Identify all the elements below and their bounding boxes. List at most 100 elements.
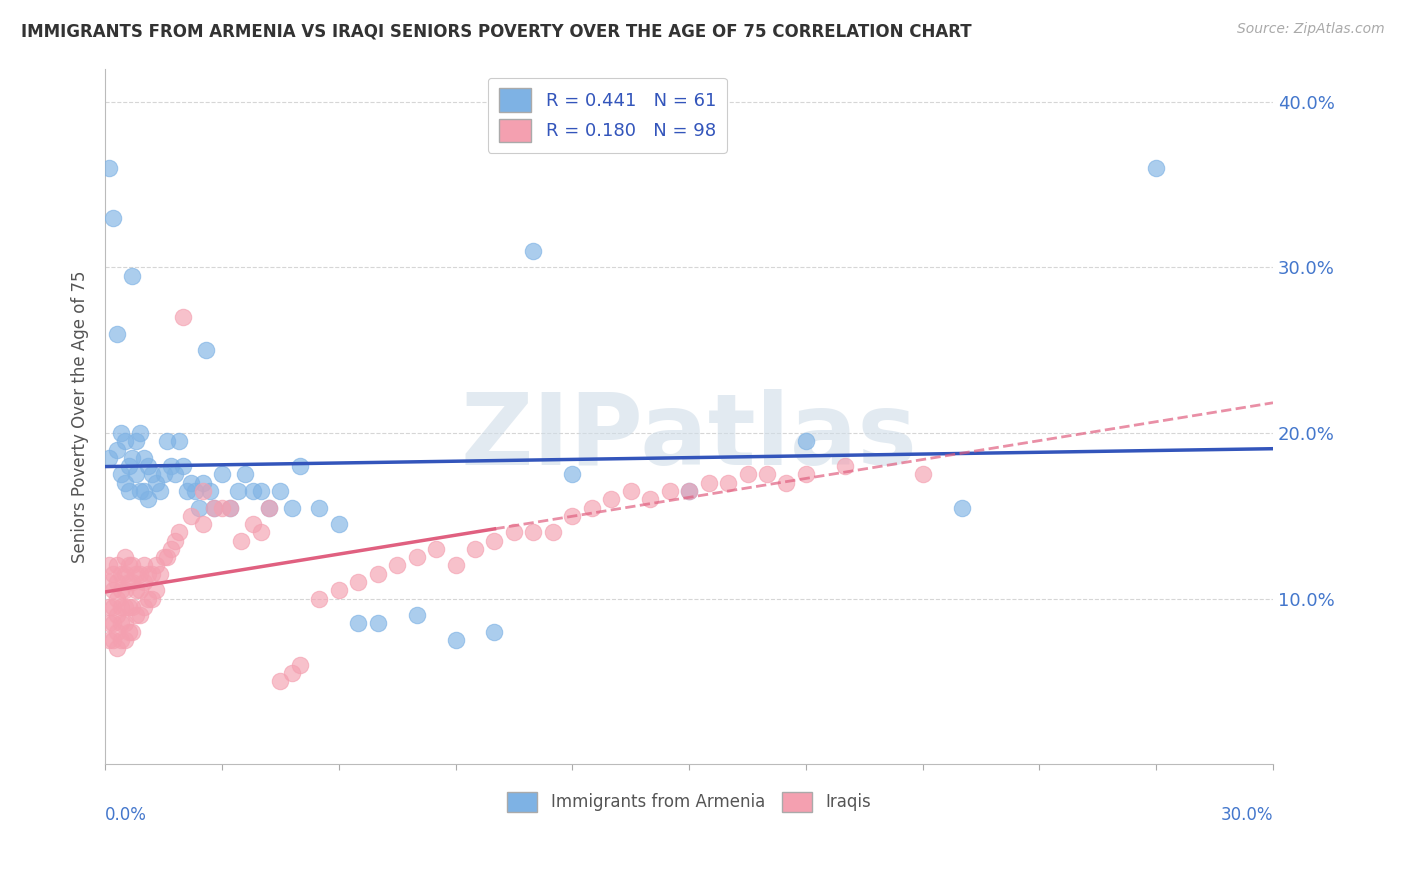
Point xyxy=(121,450,143,465)
Point xyxy=(226,483,249,498)
Point xyxy=(367,566,389,581)
Point xyxy=(160,459,183,474)
Point xyxy=(180,475,202,490)
Point xyxy=(105,624,128,639)
Point xyxy=(269,674,291,689)
Point xyxy=(200,483,222,498)
Point xyxy=(149,483,172,498)
Point xyxy=(121,268,143,283)
Point xyxy=(250,525,273,540)
Point xyxy=(191,517,214,532)
Point xyxy=(405,550,427,565)
Point xyxy=(98,575,121,590)
Point xyxy=(444,633,467,648)
Legend: Immigrants from Armenia, Iraqis: Immigrants from Armenia, Iraqis xyxy=(501,785,877,819)
Point xyxy=(308,500,330,515)
Point xyxy=(136,459,159,474)
Point xyxy=(105,326,128,341)
Point xyxy=(484,624,506,639)
Point xyxy=(484,533,506,548)
Point xyxy=(134,558,156,573)
Point xyxy=(121,624,143,639)
Point xyxy=(114,434,136,449)
Point xyxy=(117,459,139,474)
Point xyxy=(503,525,526,540)
Point xyxy=(134,483,156,498)
Point xyxy=(152,550,174,565)
Point xyxy=(231,533,253,548)
Point xyxy=(775,475,797,490)
Point xyxy=(211,500,233,515)
Point xyxy=(121,558,143,573)
Point xyxy=(117,558,139,573)
Point xyxy=(129,566,152,581)
Point xyxy=(114,616,136,631)
Point xyxy=(202,500,225,515)
Point xyxy=(98,558,121,573)
Point xyxy=(129,583,152,598)
Point xyxy=(269,483,291,498)
Point xyxy=(110,566,132,581)
Point xyxy=(145,558,167,573)
Point xyxy=(658,483,681,498)
Point xyxy=(522,525,544,540)
Point xyxy=(211,467,233,482)
Point xyxy=(717,475,740,490)
Point xyxy=(110,425,132,440)
Point xyxy=(202,500,225,515)
Point xyxy=(117,575,139,590)
Point xyxy=(105,608,128,623)
Point xyxy=(167,434,190,449)
Point xyxy=(347,575,370,590)
Point xyxy=(242,483,264,498)
Point xyxy=(464,541,486,556)
Point xyxy=(444,558,467,573)
Point xyxy=(114,633,136,648)
Y-axis label: Seniors Poverty Over the Age of 75: Seniors Poverty Over the Age of 75 xyxy=(72,270,89,563)
Point xyxy=(347,616,370,631)
Point xyxy=(218,500,240,515)
Point xyxy=(288,657,311,672)
Point xyxy=(98,599,121,614)
Point xyxy=(121,575,143,590)
Point xyxy=(117,599,139,614)
Point xyxy=(176,483,198,498)
Point xyxy=(678,483,700,498)
Point xyxy=(911,467,934,482)
Point xyxy=(367,616,389,631)
Point xyxy=(187,500,209,515)
Point xyxy=(101,566,124,581)
Point xyxy=(117,624,139,639)
Text: 0.0%: 0.0% xyxy=(105,806,148,824)
Point xyxy=(125,566,148,581)
Point xyxy=(184,483,207,498)
Point xyxy=(425,541,447,556)
Point xyxy=(235,467,257,482)
Point xyxy=(165,467,187,482)
Point xyxy=(678,483,700,498)
Point xyxy=(328,517,350,532)
Point xyxy=(134,575,156,590)
Point xyxy=(288,459,311,474)
Point xyxy=(98,450,121,465)
Point xyxy=(98,633,121,648)
Point xyxy=(195,343,218,358)
Point xyxy=(121,599,143,614)
Point xyxy=(114,583,136,598)
Text: IMMIGRANTS FROM ARMENIA VS IRAQI SENIORS POVERTY OVER THE AGE OF 75 CORRELATION : IMMIGRANTS FROM ARMENIA VS IRAQI SENIORS… xyxy=(21,22,972,40)
Point xyxy=(114,599,136,614)
Point xyxy=(541,525,564,540)
Point xyxy=(136,591,159,606)
Point xyxy=(165,533,187,548)
Text: ZIPatlas: ZIPatlas xyxy=(461,389,918,486)
Point xyxy=(125,434,148,449)
Point xyxy=(250,483,273,498)
Point xyxy=(257,500,280,515)
Point xyxy=(125,608,148,623)
Point xyxy=(581,500,603,515)
Point xyxy=(242,517,264,532)
Point xyxy=(172,459,194,474)
Point xyxy=(129,483,152,498)
Point xyxy=(134,450,156,465)
Point xyxy=(136,492,159,507)
